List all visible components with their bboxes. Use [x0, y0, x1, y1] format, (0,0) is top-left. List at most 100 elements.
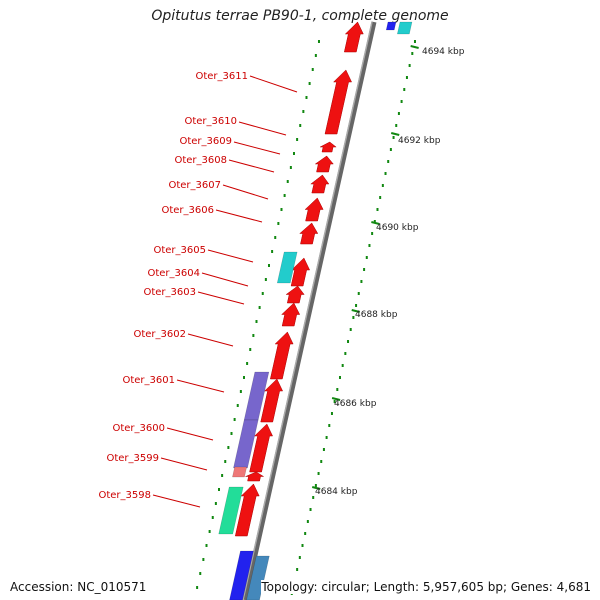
scale-dot [312, 496, 315, 499]
scale-major-tick [410, 45, 419, 49]
scale-dot [392, 136, 395, 139]
gene-label[interactable]: Oter_3606 [161, 205, 214, 216]
gene-label[interactable]: Oter_3605 [153, 245, 206, 256]
gene-label[interactable]: Oter_3600 [112, 423, 165, 434]
leader-line [249, 75, 298, 93]
inner-dot [267, 264, 270, 267]
gene-label[interactable]: Oter_3609 [179, 136, 232, 147]
gene-label[interactable]: Oter_3608 [174, 155, 227, 166]
inner-dot [199, 572, 202, 575]
scale-dot [336, 388, 339, 391]
scale-dot [349, 328, 352, 331]
scale-dot [352, 316, 355, 319]
leader-line [176, 379, 225, 393]
gene-label[interactable]: Oter_3604 [147, 268, 200, 279]
inner-dot [289, 166, 292, 169]
pink-feature-oter-3599 [232, 466, 247, 478]
scale-dot [405, 76, 408, 79]
scale-dot [413, 40, 416, 43]
cds-arrow-oter-3598 [234, 483, 260, 537]
inner-dot [258, 306, 261, 309]
inner-dot [230, 432, 233, 435]
cds-arrow-oter-3611 [324, 69, 353, 135]
inner-dot [205, 544, 208, 547]
inner-dot [264, 278, 267, 281]
leader-line [187, 333, 234, 347]
leader-line [166, 427, 214, 441]
genome-summary-text: Topology: circular; Length: 5,957,605 bp… [261, 580, 591, 594]
scale-dot [333, 400, 336, 403]
genome-backbone [242, 21, 377, 600]
inner-dot [311, 68, 314, 71]
scale-dot [325, 436, 328, 439]
scale-dot [373, 220, 376, 223]
scale-dot [384, 172, 387, 175]
scale-dot [322, 448, 325, 451]
gene-label[interactable]: Oter_3602 [133, 329, 186, 340]
gene-label[interactable]: Oter_3610 [184, 116, 237, 127]
scale-dot [363, 268, 366, 271]
scale-dot [341, 364, 344, 367]
scale-dot [411, 52, 414, 55]
gene-label[interactable]: Oter_3611 [195, 71, 248, 82]
inner-dot [233, 418, 236, 421]
leader-line [207, 249, 254, 263]
scale-label: 4684 kbp [315, 487, 358, 497]
scale-major-tick [331, 397, 341, 401]
scale-dot [400, 100, 403, 103]
cds-arrow-oter-3608 [310, 174, 330, 194]
leader-line [201, 272, 249, 287]
gene-label[interactable]: Oter_3607 [168, 180, 221, 191]
minor-tick-dots [196, 40, 320, 589]
inner-dot [211, 516, 214, 519]
scale-dot [314, 484, 317, 487]
scale-dot [304, 532, 307, 535]
scale-dot [403, 88, 406, 91]
inner-dot [202, 558, 205, 561]
gene-label[interactable]: Oter_3603 [143, 287, 196, 298]
inner-dot [305, 96, 308, 99]
leader-line [228, 159, 275, 173]
leader-line [222, 184, 269, 200]
reverse-cds-oter-3600 [233, 419, 259, 469]
cyan-feature-oter-3605 [276, 251, 298, 284]
inner-dot [249, 348, 252, 351]
scale-dot [355, 304, 358, 307]
scale-major-tick [371, 221, 380, 225]
cds-arrow-oter-3601 [260, 378, 284, 423]
leader-line [233, 141, 281, 155]
scale-dot [381, 184, 384, 187]
scale-dot [330, 412, 333, 415]
scale-ticks [290, 40, 419, 595]
gene-label[interactable]: Oter_3601 [122, 375, 175, 386]
scale-dot [408, 64, 411, 67]
inner-dot [296, 138, 299, 141]
inner-dot [317, 40, 320, 43]
scale-dot [298, 556, 301, 559]
label-leader-lines [152, 75, 298, 508]
scale-dot [344, 352, 347, 355]
scale-dot [338, 376, 341, 379]
inner-dot [227, 446, 230, 449]
cds-arrow-oter-3600 [249, 423, 273, 473]
feature-track [218, 21, 413, 600]
gene-label[interactable]: Oter_3599 [106, 453, 159, 464]
inner-dot [236, 404, 239, 407]
inner-dot [302, 110, 305, 113]
inner-dot [208, 530, 211, 533]
inner-dot [271, 250, 274, 253]
inner-dot [261, 292, 264, 295]
cds-arrow-oter-3603 [285, 285, 305, 304]
inner-dot [242, 376, 245, 379]
scale-dot [387, 160, 390, 163]
gene-label[interactable]: Oter_3598 [98, 490, 151, 501]
inner-dot [299, 124, 302, 127]
cds-arrow-oter-3602 [281, 302, 301, 327]
scale-dot [317, 472, 320, 475]
scale-dot [368, 244, 371, 247]
scale-major-tick [351, 309, 360, 313]
cds-arrow-oter-3606 [299, 222, 319, 245]
scale-dot [379, 196, 382, 199]
scale-dot [306, 520, 309, 523]
